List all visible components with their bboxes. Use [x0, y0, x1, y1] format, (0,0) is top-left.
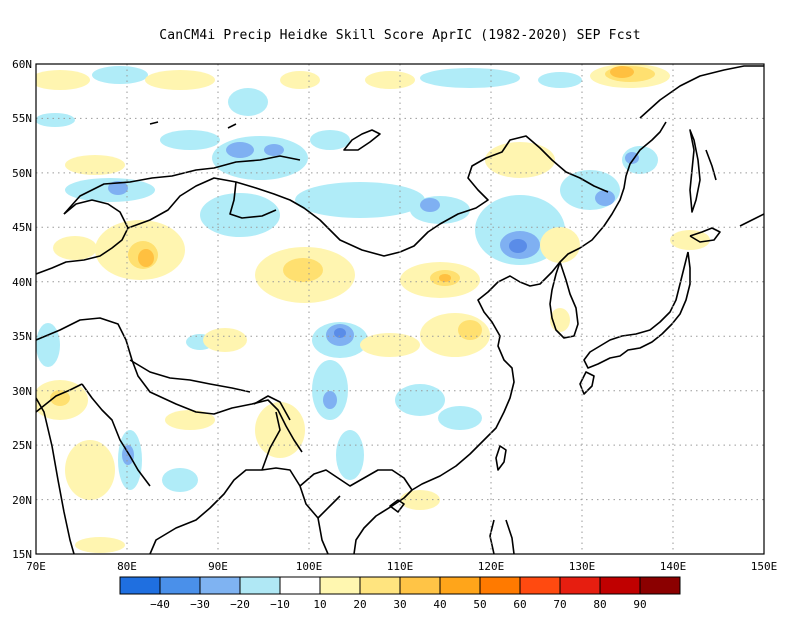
colorbar [119, 576, 681, 595]
colorbar-label: 70 [553, 598, 566, 611]
colorbar-label: 20 [353, 598, 366, 611]
lon-label: 90E [208, 560, 228, 573]
lon-labels: 70E 80E 90E 100E 110E 120E 130E 140E 150… [26, 560, 777, 573]
colorbar-label: 60 [513, 598, 526, 611]
lat-label: 30N [12, 385, 32, 398]
colorbar-label: 40 [433, 598, 446, 611]
lat-label: 55N [12, 112, 32, 125]
colorbar-labels: −40 −30 −20 −10 10 20 30 40 50 60 70 80 … [150, 598, 647, 611]
lon-label: 120E [478, 560, 505, 573]
lon-label: 110E [387, 560, 414, 573]
lat-label: 60N [12, 58, 32, 71]
colorbar-label: 30 [393, 598, 406, 611]
lon-label: 150E [751, 560, 778, 573]
map-title: CanCM4i Precip Heidke Skill Score AprIC … [159, 28, 641, 43]
lon-label: 70E [26, 560, 46, 573]
lat-label: 25N [12, 439, 32, 452]
colorbar-label: 90 [633, 598, 646, 611]
gridlines [36, 64, 764, 554]
colorbar-label: 10 [313, 598, 326, 611]
colorbar-swatch [359, 576, 401, 595]
lon-label: 100E [296, 560, 323, 573]
colorbar-swatch [399, 576, 441, 595]
colorbar-swatch [599, 576, 641, 595]
lon-label: 80E [117, 560, 137, 573]
lat-labels: 60N 55N 50N 45N 40N 35N 30N 25N 20N 15N [12, 58, 32, 561]
colorbar-label: −30 [190, 598, 210, 611]
colorbar-swatch [559, 576, 601, 595]
lat-label: 50N [12, 167, 32, 180]
colorbar-swatch [639, 576, 681, 595]
lat-label: 35N [12, 330, 32, 343]
colorbar-label: −20 [230, 598, 250, 611]
lon-label: 140E [660, 560, 687, 573]
colorbar-swatch [279, 576, 321, 595]
colorbar-swatch [439, 576, 481, 595]
lon-label: 130E [569, 560, 596, 573]
colorbar-swatch [159, 576, 201, 595]
colorbar-swatch [119, 576, 161, 595]
lat-label: 15N [12, 548, 32, 561]
colorbar-swatch [519, 576, 561, 595]
colorbar-label: −40 [150, 598, 170, 611]
colorbar-swatch [239, 576, 281, 595]
coastlines-borders [36, 65, 764, 554]
colorbar-label: 50 [473, 598, 486, 611]
colorbar-label: −10 [270, 598, 290, 611]
colorbar-swatch [479, 576, 521, 595]
colorbar-swatch [199, 576, 241, 595]
skill-field [36, 64, 710, 553]
map-frame [35, 63, 765, 555]
lat-label: 40N [12, 276, 32, 289]
colorbar-label: 80 [593, 598, 606, 611]
lat-label: 45N [12, 221, 32, 234]
colorbar-swatch [319, 576, 361, 595]
lat-label: 20N [12, 494, 32, 507]
